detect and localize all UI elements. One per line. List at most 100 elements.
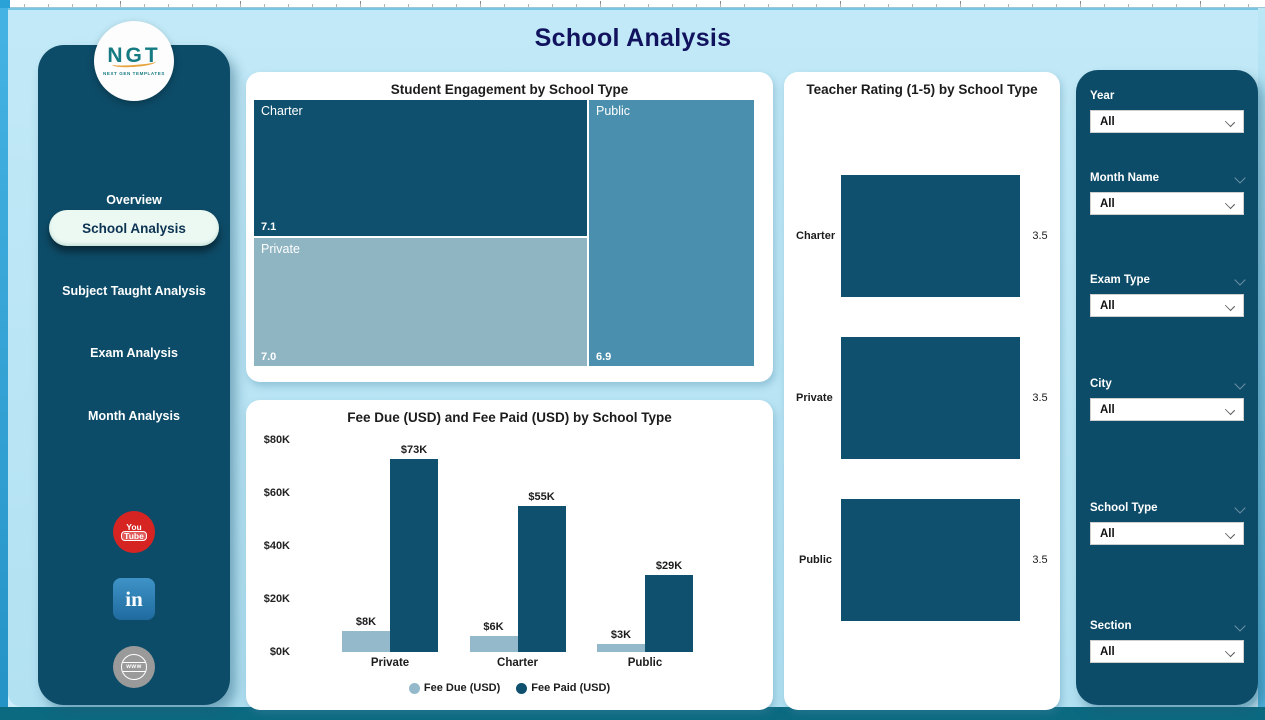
filter-label-text: Year [1090,90,1115,102]
rating-bar[interactable] [841,337,1021,459]
fee-due-bar[interactable] [469,636,518,652]
dropdown-value: All [1100,527,1115,540]
rating-chart-title: Teacher Rating (1-5) by School Type [806,82,1038,97]
youtube-icon-text: You [126,522,142,532]
left-edge-border [0,8,8,707]
www-text: www [126,664,142,670]
filter-school-type: School Type All [1090,502,1246,545]
fee-due-bar[interactable] [597,644,645,652]
x-axis-category-label: Public [627,657,663,669]
filter-label-text: Section [1090,620,1132,632]
tile-value: 6.9 [596,351,612,363]
student-engagement-treemap-card: Student Engagement by School Type Charte… [246,72,773,382]
dropdown-value: All [1100,197,1115,210]
sidebar-item-school-analysis[interactable]: School Analysis [49,210,219,246]
dropdown-value: All [1100,645,1115,658]
bar-wrap: $6K [469,440,518,652]
sidebar-item-month-analysis[interactable]: Month Analysis [88,409,180,423]
fee-due-bar[interactable] [342,630,390,652]
treemap-chart: Charter 7.1 Public 6.9 Private 7.0 [254,100,754,366]
rating-chart: Charter 3.5 Private 3.5 Public 3.5 [796,175,1048,661]
chevron-down-icon[interactable] [1234,378,1246,390]
right-edge-border [1258,8,1265,707]
filter-section-dropdown[interactable]: All [1090,640,1244,663]
filter-school-type-dropdown[interactable]: All [1090,522,1244,545]
youtube-icon[interactable]: You Tube [113,511,155,553]
chevron-down-icon[interactable] [1234,620,1246,632]
treemap-tile-private[interactable]: Private 7.0 [254,238,587,366]
sidebar-item-subject-taught-analysis[interactable]: Subject Taught Analysis [62,284,206,298]
chevron-down-icon [1224,528,1236,540]
rating-value-label: 3.5 [1032,554,1048,566]
legend-dot-icon [516,682,528,694]
filter-panel: Year All Month Name All Exam Type [1076,70,1258,705]
legend-label: Fee Due (USD) [423,682,501,694]
rating-bar[interactable] [841,499,1021,621]
tile-label: Charter [261,104,303,118]
filter-label-text: City [1090,378,1112,390]
filter-city-label: City [1090,378,1246,390]
bar-data-label: $8K [355,615,377,628]
tile-label: Private [261,242,300,257]
y-axis-tick-label: $80K [263,434,290,446]
fee-bar-chart-card: Fee Due (USD) and Fee Paid (USD) by Scho… [246,400,773,710]
filter-label-text: Month Name [1090,172,1159,184]
chevron-down-icon [1224,646,1236,658]
treemap-title: Student Engagement by School Type [390,82,629,97]
fee-paid-bar[interactable] [517,506,566,652]
chevron-down-icon [1224,404,1236,416]
bar-wrap: $73K [390,440,438,652]
legend-dot-icon [408,682,420,694]
fee-chart-legend: Fee Due (USD) Fee Paid (USD) [246,682,773,694]
filter-year-dropdown[interactable]: All [1090,110,1244,133]
bar-data-label: $55K [528,491,555,504]
chevron-down-icon [1224,198,1236,210]
filter-school-type-label: School Type [1090,502,1246,514]
linkedin-icon[interactable]: in [113,578,155,620]
y-axis-tick-label: $60K [263,487,290,499]
treemap-tile-public[interactable]: Public 6.9 [589,100,754,366]
filter-city: City All [1090,378,1246,421]
y-axis-tick-label: $0K [269,646,290,658]
logo-text: NGT [107,44,161,67]
filter-month-name-dropdown[interactable]: All [1090,192,1244,215]
rating-row-private: Private 3.5 [796,337,1048,459]
rating-value-label: 3.5 [1032,230,1048,242]
fee-paid-bar[interactable] [390,458,438,652]
tile-label: Public [596,104,631,118]
filter-exam-type: Exam Type All [1090,274,1246,317]
chevron-down-icon[interactable] [1234,502,1246,514]
bar-wrap: $29K [645,440,693,652]
legend-item[interactable]: Fee Paid (USD) [516,682,610,694]
website-globe-icon[interactable]: www [113,646,155,688]
dropdown-value: All [1100,299,1115,312]
bar-wrap: $3K [597,440,645,652]
x-axis-category-label: Charter [497,657,538,669]
ngt-logo: NGT NEXT GEN TEMPLATES [94,21,174,101]
filter-city-dropdown[interactable]: All [1090,398,1244,421]
bar-wrap: $55K [517,440,566,652]
chevron-down-icon[interactable] [1234,172,1246,184]
sidebar-item-exam-analysis[interactable]: Exam Analysis [90,346,178,360]
bar-wrap: $8K [342,440,390,652]
fee-paid-bar[interactable] [645,575,693,652]
sidebar-item-overview[interactable]: Overview [106,193,162,207]
filter-section-label: Section [1090,620,1246,632]
treemap-tile-charter[interactable]: Charter 7.1 [254,100,587,237]
filter-year: Year All [1090,90,1244,133]
filter-exam-type-dropdown[interactable]: All [1090,294,1244,317]
ruler-corner-marker [0,0,10,8]
bar-data-label: $6K [483,621,504,634]
rating-bar[interactable] [841,175,1021,297]
rating-value-label: 3.5 [1032,392,1048,404]
teacher-rating-card: Teacher Rating (1-5) by School Type Char… [784,72,1060,710]
chevron-down-icon[interactable] [1234,274,1246,286]
tile-value: 7.1 [261,221,277,234]
filter-month-name: Month Name All [1090,172,1246,215]
tile-value: 7.0 [261,351,277,363]
youtube-icon-text2: Tube [121,531,147,541]
y-axis-tick-label: $40K [263,540,290,552]
bar-data-label: $73K [400,443,428,456]
legend-item[interactable]: Fee Due (USD) [408,682,501,694]
rating-track: 3.5 [841,499,1048,621]
